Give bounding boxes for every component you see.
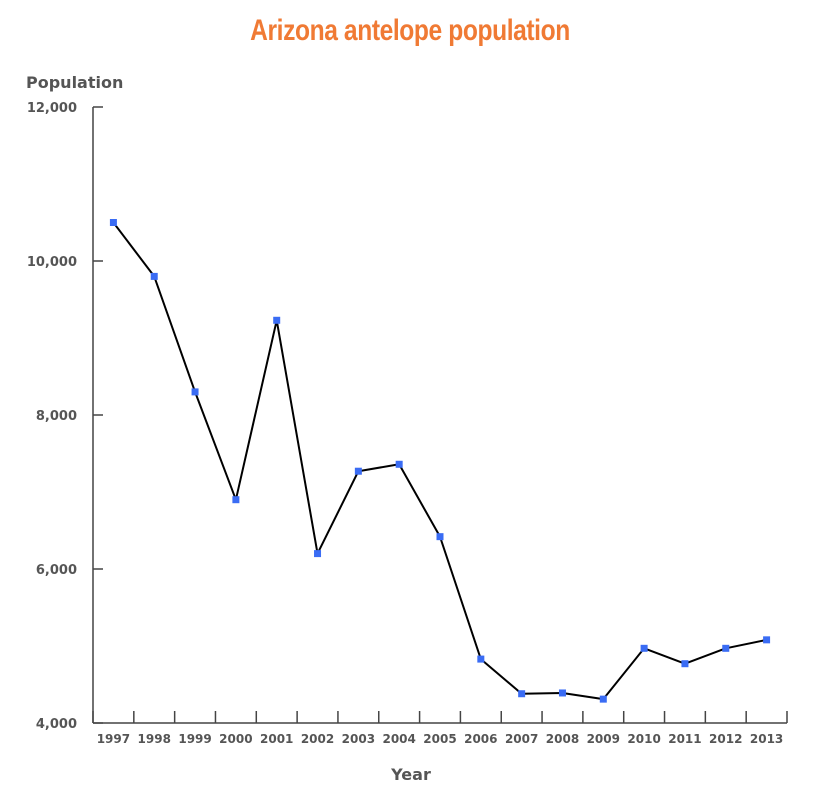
x-tick-label: 2004	[382, 732, 415, 746]
data-point-2005	[436, 533, 444, 541]
x-tick-label: 1997	[97, 732, 130, 746]
data-point-2003	[354, 467, 362, 475]
x-tick-label: 2001	[260, 732, 293, 746]
x-tick-label: 2003	[342, 732, 375, 746]
x-tick-label: 2007	[505, 732, 538, 746]
x-tick-label: 2002	[301, 732, 334, 746]
series-line	[112, 221, 767, 701]
data-point-2011	[681, 660, 689, 668]
data-point-2013	[763, 636, 771, 644]
x-tick-label: 2005	[423, 732, 456, 746]
x-tick-label: 2008	[546, 732, 579, 746]
x-axis-title: Year	[390, 765, 431, 784]
data-point-2012	[722, 644, 730, 652]
y-tick-label: 4,000	[36, 717, 77, 732]
y-tick-label: 8,000	[36, 409, 77, 424]
y-tick-label: 10,000	[27, 255, 77, 270]
x-tick-label: 2000	[219, 732, 252, 746]
data-point-2007	[518, 690, 526, 698]
x-tick-label: 2010	[627, 732, 660, 746]
data-point-2001	[273, 316, 281, 324]
data-point-2002	[314, 550, 322, 558]
data-point-2010	[640, 644, 648, 652]
x-tick-label: 2012	[709, 732, 742, 746]
x-tick-label: 1998	[138, 732, 171, 746]
y-tick-label: 12,000	[27, 101, 77, 116]
x-tick-label: 2011	[668, 732, 701, 746]
x-tick-label: 2009	[587, 732, 620, 746]
data-point-2008	[558, 689, 566, 697]
y-axis-title: Population	[26, 73, 123, 92]
data-point-2006	[477, 655, 485, 663]
data-point-1999	[191, 388, 199, 396]
y-tick-label: 6,000	[36, 563, 77, 578]
data-point-2000	[232, 496, 240, 504]
x-tick-label: 1999	[178, 732, 211, 746]
chart-title: Arizona antelope population	[250, 14, 570, 47]
data-point-1998	[150, 272, 158, 280]
x-tick-label: 2013	[750, 732, 783, 746]
data-point-2009	[599, 695, 607, 703]
x-tick-label: 2006	[464, 732, 497, 746]
data-point-2004	[395, 460, 403, 468]
data-point-1997	[109, 219, 117, 226]
